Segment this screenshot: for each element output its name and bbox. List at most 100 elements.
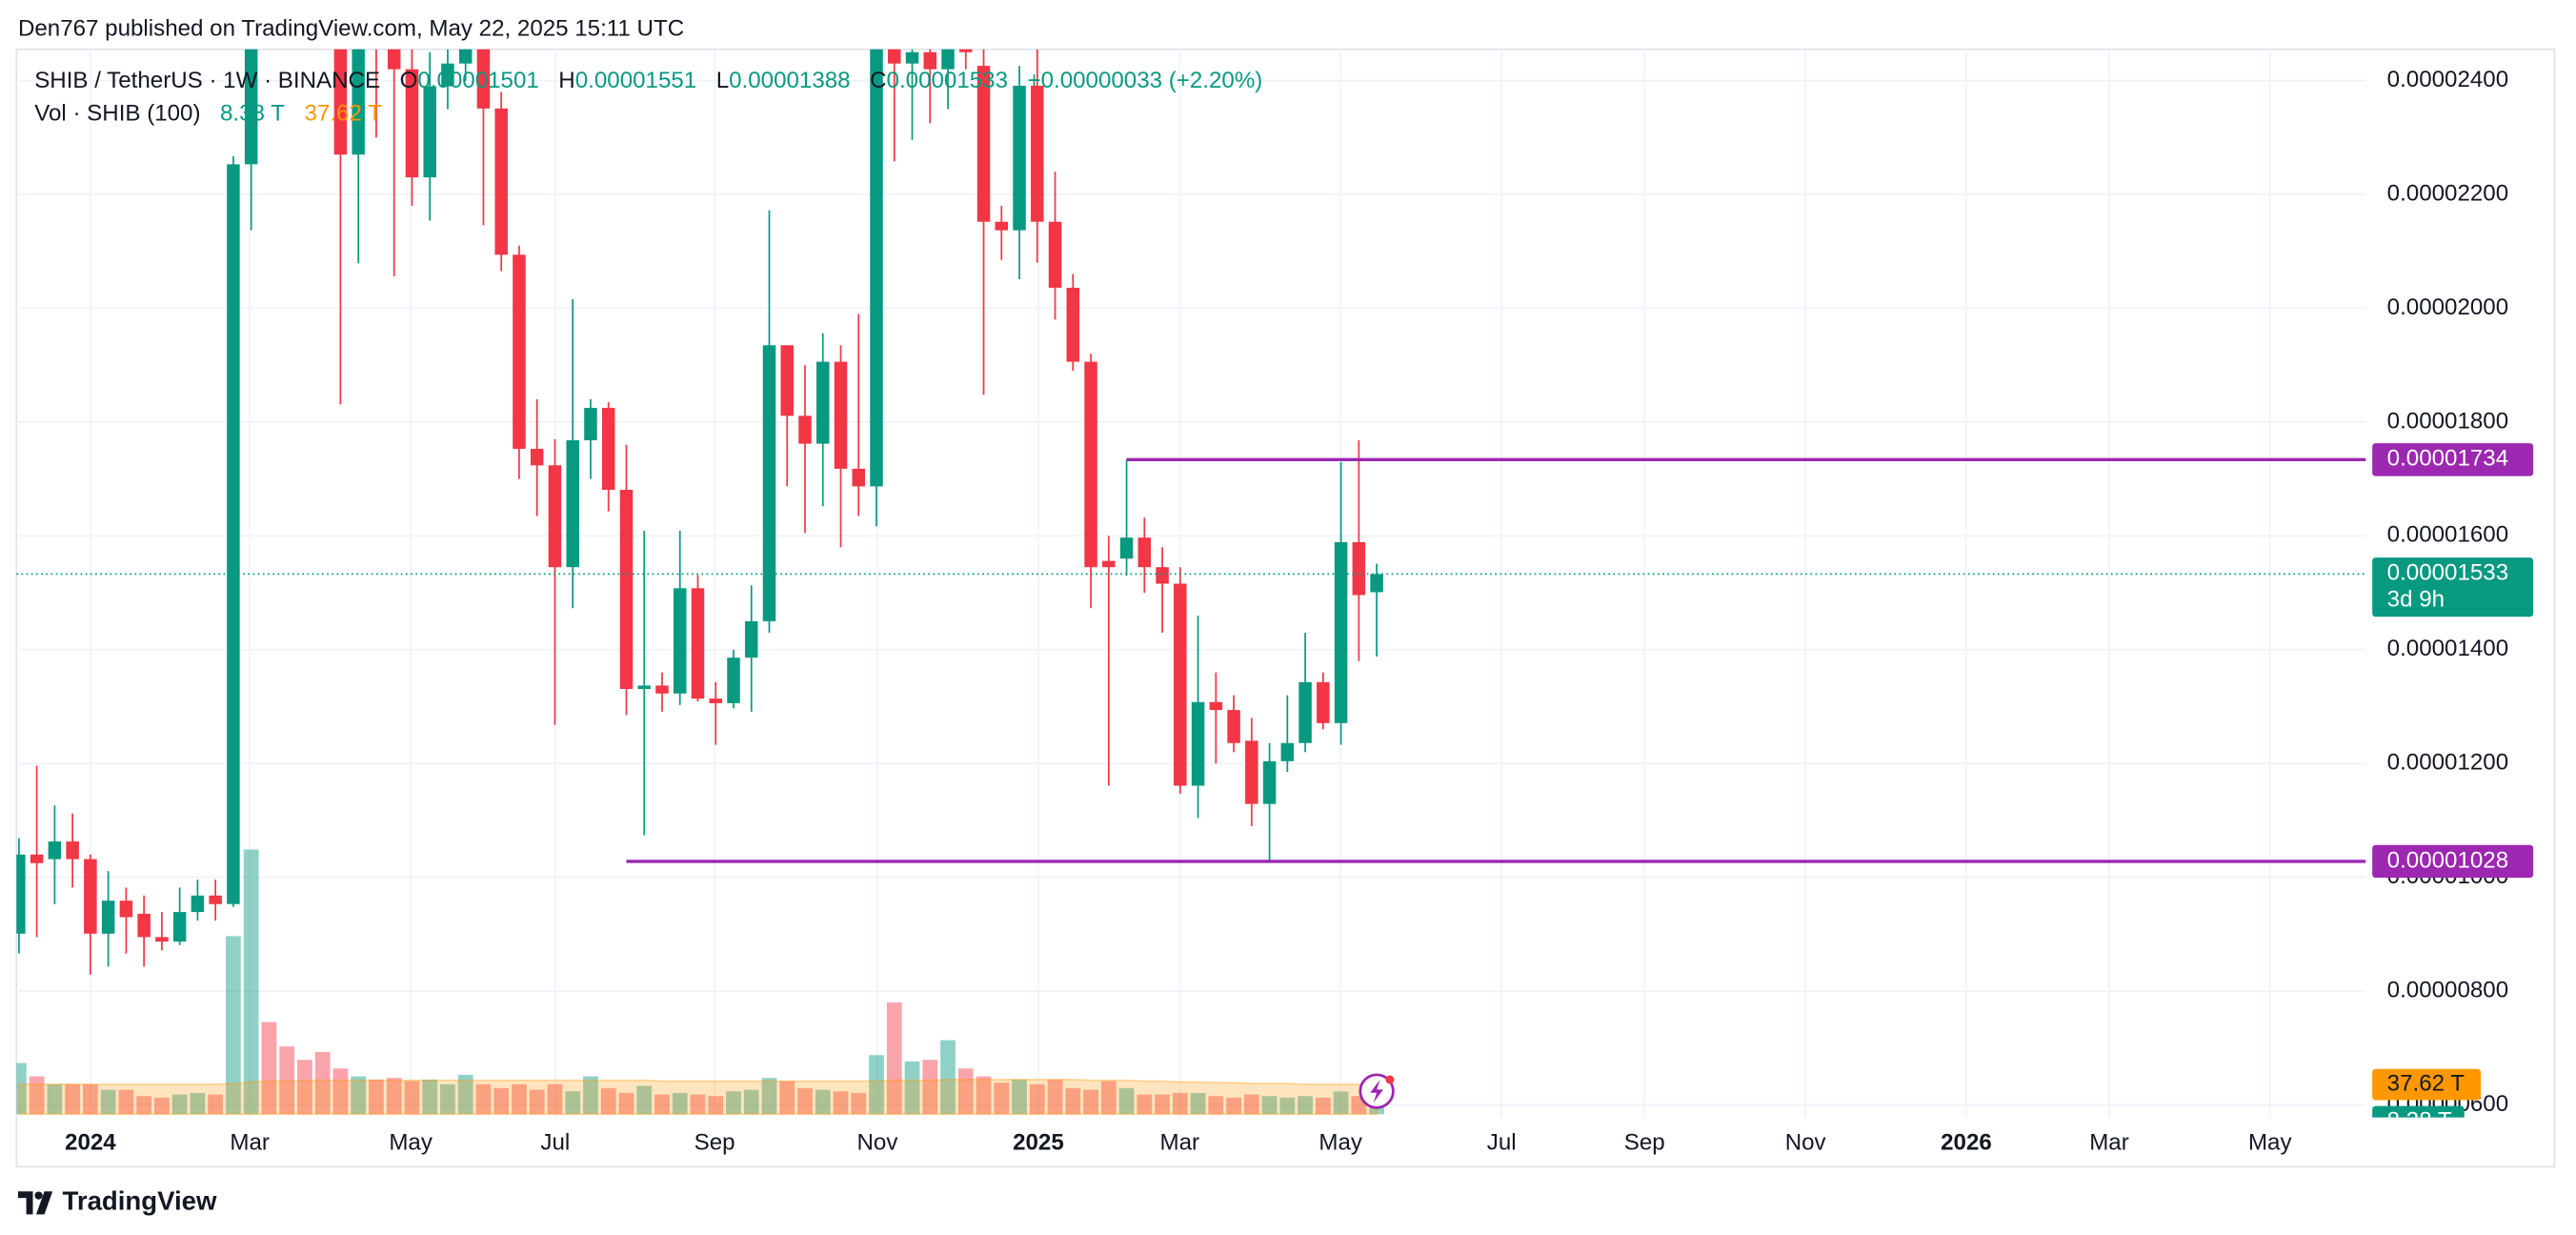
brand-logo xyxy=(17,1191,53,1215)
legend-symbol: SHIB / TetherUS · 1W · BINANCE xyxy=(34,69,380,94)
candle-body xyxy=(780,345,795,416)
candle-body xyxy=(1191,701,1205,786)
volume-bar xyxy=(1243,1094,1259,1115)
candle-body xyxy=(834,361,848,469)
last-price-label: 0.00001533 xyxy=(2387,560,2508,586)
legend-value: 0.00001388 xyxy=(729,69,850,94)
candle-body xyxy=(727,658,740,703)
candle-body xyxy=(48,841,62,860)
candle-body xyxy=(852,468,866,487)
candle-body xyxy=(905,51,919,64)
volume-bar xyxy=(529,1089,545,1115)
candle-body xyxy=(1066,287,1080,362)
legend-key: O xyxy=(400,69,418,94)
volume-bar xyxy=(1137,1094,1153,1115)
x-tick-label: Jul xyxy=(1487,1130,1517,1156)
volume-bar xyxy=(493,1087,510,1115)
candle-body xyxy=(816,361,830,444)
candle-body xyxy=(870,49,883,487)
volume-bar xyxy=(690,1094,706,1115)
candle-body xyxy=(352,49,365,155)
candle-body xyxy=(458,49,473,64)
volume-bar xyxy=(565,1091,581,1115)
candle-body xyxy=(709,698,722,703)
volume-bar xyxy=(404,1081,420,1115)
volume-bar xyxy=(1190,1092,1206,1115)
volume-bar xyxy=(16,1063,27,1115)
y-tick-label: 0.00001200 xyxy=(2387,750,2508,776)
volume-bar xyxy=(386,1078,402,1115)
price-label-box xyxy=(2372,443,2534,476)
legend-line: SHIB / TetherUS · 1W · BINANCE O 0.000015… xyxy=(34,69,1262,94)
candle-body xyxy=(494,108,508,255)
volume-bar xyxy=(29,1076,45,1115)
legend-volume-value: 8.38 T xyxy=(220,101,285,127)
candle-body xyxy=(548,465,562,568)
volume-bar xyxy=(1083,1089,1098,1115)
overlays xyxy=(16,457,2366,863)
volume-label-box xyxy=(2372,1105,2465,1118)
volume-bar xyxy=(1172,1092,1188,1115)
volume-ma-label: 37.62 T xyxy=(2387,1071,2465,1097)
volume-bar xyxy=(1029,1083,1045,1115)
volume-bar xyxy=(1155,1094,1170,1115)
candle-body xyxy=(744,620,758,658)
volume-bar xyxy=(708,1096,724,1115)
candle-body xyxy=(119,901,133,918)
candle-body xyxy=(387,49,401,70)
candle-body xyxy=(584,407,597,441)
candle-body xyxy=(798,415,812,444)
volume-bar xyxy=(815,1089,831,1115)
candle-body xyxy=(476,49,491,109)
x-tick-label: Jul xyxy=(540,1130,570,1156)
volume-pane xyxy=(16,849,1384,1116)
volume-bar xyxy=(1261,1096,1278,1115)
volume-bar xyxy=(779,1081,795,1115)
volume-bar xyxy=(1333,1091,1349,1115)
volume-bar xyxy=(100,1089,116,1115)
candle-body xyxy=(66,841,79,860)
volume-bar xyxy=(1279,1097,1296,1115)
candle-body xyxy=(995,221,1009,231)
candle-body xyxy=(637,685,651,689)
x-tick-label: 2026 xyxy=(1941,1130,1992,1156)
volume-bar xyxy=(208,1094,224,1115)
candle-body xyxy=(1084,361,1097,568)
brand-name: TradingView xyxy=(63,1186,217,1216)
volume-bar xyxy=(190,1092,206,1115)
candle-body xyxy=(1174,583,1187,786)
candle-body xyxy=(923,51,937,70)
y-tick-label: 0.00002200 xyxy=(2387,180,2508,206)
volume-bar xyxy=(957,1068,974,1115)
x-tick-label: Mar xyxy=(2089,1130,2129,1156)
legend-change: +0.00000033 (+2.20%) xyxy=(1028,69,1263,94)
candle-body xyxy=(423,86,436,178)
candle-body xyxy=(1013,85,1026,231)
volume-bar xyxy=(369,1079,384,1115)
volume-ma-label-box xyxy=(2372,1068,2481,1101)
legend-volume-line: Vol · SHIB (100) 8.38 T 37.62 T xyxy=(34,101,382,127)
candle-body xyxy=(1334,541,1348,723)
candle-body xyxy=(530,448,544,466)
volume-bar xyxy=(440,1083,455,1115)
volume-bar xyxy=(475,1083,492,1115)
volume-bar xyxy=(797,1087,813,1115)
price-label-box xyxy=(2372,844,2534,879)
volume-label: 8.38 T xyxy=(2387,1107,2452,1133)
candle-body xyxy=(441,63,454,87)
volume-bar xyxy=(171,1094,188,1115)
y-tick-label: 0.00002400 xyxy=(2387,67,2508,92)
volume-bar xyxy=(1118,1087,1135,1115)
candle-body xyxy=(513,254,526,449)
legend-volume-ma: 37.62 T xyxy=(304,101,382,127)
volume-bar xyxy=(940,1040,956,1115)
volume-bar xyxy=(1315,1097,1331,1115)
legend-value: 0.00001533 xyxy=(887,69,1008,94)
volume-bar xyxy=(261,1022,277,1115)
candle-body xyxy=(172,912,187,942)
y-tick-label: 0.00002000 xyxy=(2387,294,2508,320)
volume-bar xyxy=(600,1087,616,1115)
candle-body xyxy=(137,913,151,938)
